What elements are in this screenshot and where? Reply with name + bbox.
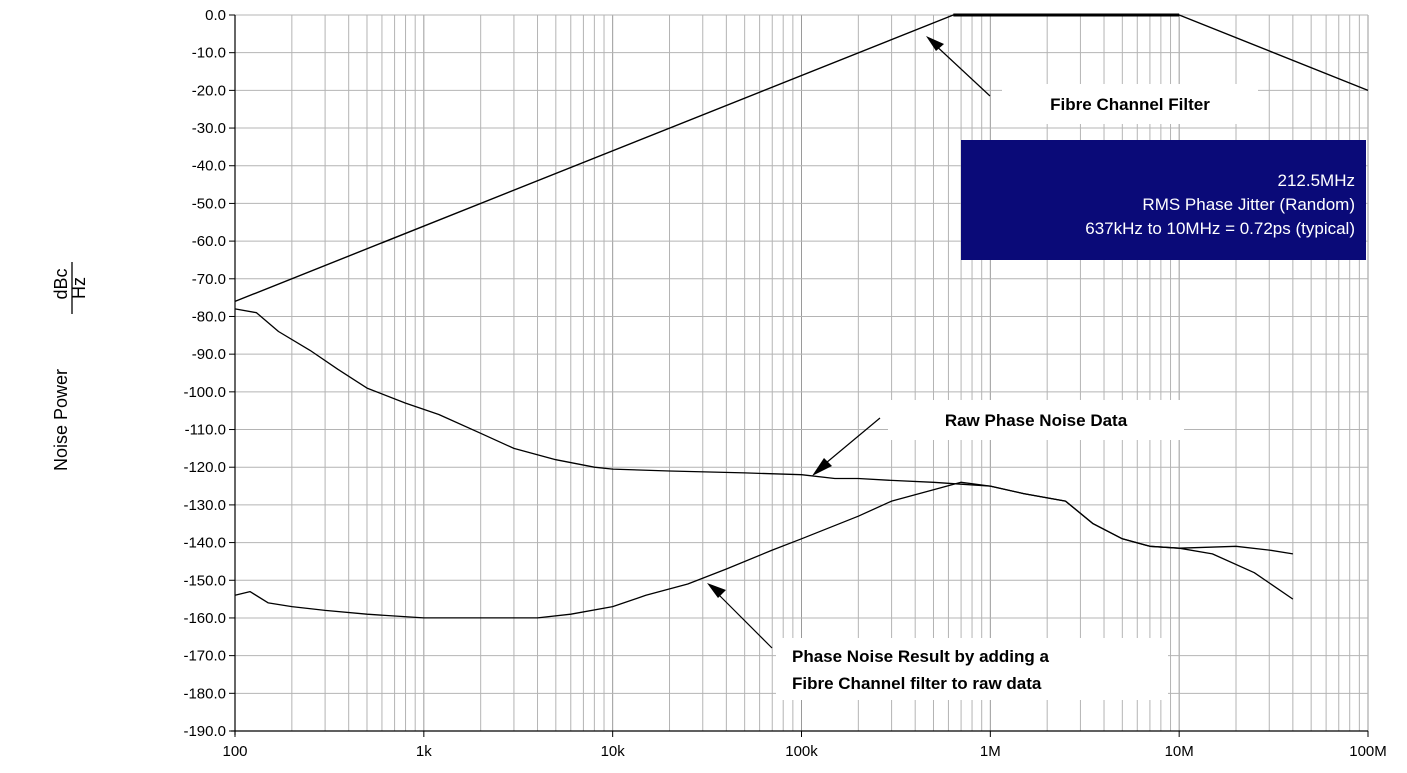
y-tick-label: -120.0 [183,459,226,476]
y-tick-label: -140.0 [183,535,226,552]
x-tick-label: 100 [222,743,247,760]
annotation-raw: Raw Phase Noise Data [888,400,1184,440]
y-tick-label: -10.0 [192,45,226,62]
y-tick-label: -170.0 [183,648,226,665]
y-axis-label: Noise Power [51,369,71,471]
y-tick-label: -80.0 [192,308,226,325]
x-tick-label: 10k [601,743,626,760]
y-tick-label: -180.0 [183,685,226,702]
y-axis-unit-numerator: dBc [51,268,71,299]
y-axis-ticks: 0.0 -10.0 -20.0 -30.0 -40.0 -50.0 -60.0 -70.0 -8… [183,7,235,740]
y-tick-label: -50.0 [192,195,226,212]
annotation-filtered-label-line2: Fibre Channel filter to raw data [792,674,1042,693]
info-box: 212.5MHz RMS Phase Jitter (Random) 637kH… [961,140,1366,260]
annotation-raw-box [888,400,1184,440]
arrow-filter [931,41,991,97]
y-tick-label: -90.0 [192,346,226,363]
x-tick-label: 100k [785,743,818,760]
y-tick-label: -110.0 [185,422,226,439]
y-axis-unit-denominator: Hz [69,277,89,299]
annotation-filter-label: Fibre Channel Filter [1050,95,1210,114]
x-axis-ticks: 100 1k 10k 100k 1M 10M 100M [222,731,1387,760]
x-tick-label: 10M [1165,743,1194,760]
annotation-filter-box [1002,84,1258,124]
info-frequency: 212.5MHz [1278,171,1355,190]
annotation-filtered: Phase Noise Result by adding a Fibre Cha… [776,638,1168,700]
y-tick-label: -160.0 [183,610,226,627]
y-axis-label-group: Noise Power dBc Hz [51,262,89,471]
series-line-filtered [234,481,1294,619]
y-tick-label: -70.0 [192,271,226,288]
y-tick-label: 0.0 [205,7,226,24]
y-tick-label: -40.0 [192,158,226,175]
arrow-filter-head [926,36,944,51]
x-tick-label: 1k [416,743,432,760]
y-tick-label: -130.0 [183,497,226,514]
info-jitter-value: 637kHz to 10MHz = 0.72ps (typical) [1085,219,1355,238]
y-tick-label: -20.0 [192,82,226,99]
annotation-arrows [707,36,991,649]
annotation-raw-label: Raw Phase Noise Data [945,411,1128,430]
annotation-filter: Fibre Channel Filter [1002,84,1258,124]
annotation-filtered-box [776,638,1168,700]
series-group [234,13,1369,619]
info-jitter-title: RMS Phase Jitter (Random) [1142,195,1355,214]
arrow-filtered-head [707,583,726,598]
y-tick-label: -60.0 [192,233,226,250]
arrow-raw [819,417,881,469]
arrow-raw-head [812,458,832,476]
annotation-filtered-label-line1: Phase Noise Result by adding a [792,647,1050,666]
y-tick-label: -150.0 [183,572,226,589]
y-tick-label: -100.0 [183,384,226,401]
x-tick-label: 1M [980,743,1001,760]
info-box-background [961,140,1366,260]
x-tick-label: 100M [1349,743,1387,760]
y-tick-label: -190.0 [183,723,226,740]
arrow-filtered [713,589,773,649]
plot-frame [231,15,1368,735]
y-tick-label: -30.0 [192,120,226,137]
